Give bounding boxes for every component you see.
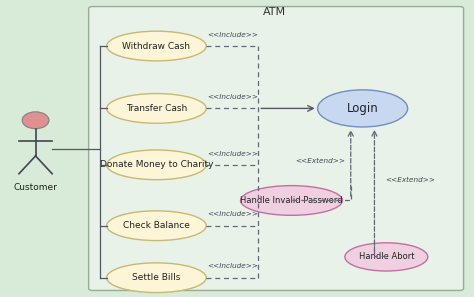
Ellipse shape (107, 211, 206, 241)
Text: <<Include>>: <<Include>> (207, 263, 258, 269)
Text: Check Balance: Check Balance (123, 221, 190, 230)
Circle shape (22, 112, 49, 129)
Text: Withdraw Cash: Withdraw Cash (122, 42, 191, 50)
Text: Transfer Cash: Transfer Cash (126, 104, 187, 113)
Text: Handle Invalid Password: Handle Invalid Password (240, 196, 343, 205)
Ellipse shape (107, 31, 206, 61)
Text: <<Include>>: <<Include>> (207, 151, 258, 157)
Text: Login: Login (347, 102, 378, 115)
Text: Handle Abort: Handle Abort (358, 252, 414, 261)
Ellipse shape (240, 186, 342, 215)
Ellipse shape (345, 243, 428, 271)
Text: Donate Money to Charity: Donate Money to Charity (100, 160, 213, 169)
Text: ATM: ATM (264, 7, 286, 18)
Ellipse shape (107, 263, 206, 293)
Ellipse shape (318, 90, 408, 127)
FancyBboxPatch shape (89, 7, 464, 290)
Ellipse shape (107, 94, 206, 123)
Text: <<Extend>>: <<Extend>> (385, 177, 435, 183)
Text: <<Include>>: <<Include>> (207, 211, 258, 217)
Text: <<Extend>>: <<Extend>> (295, 158, 345, 164)
Text: <<Include>>: <<Include>> (207, 94, 258, 100)
Text: Settle Bills: Settle Bills (132, 273, 181, 282)
Text: Customer: Customer (14, 183, 57, 192)
Ellipse shape (107, 150, 206, 180)
Text: <<Include>>: <<Include>> (207, 32, 258, 38)
